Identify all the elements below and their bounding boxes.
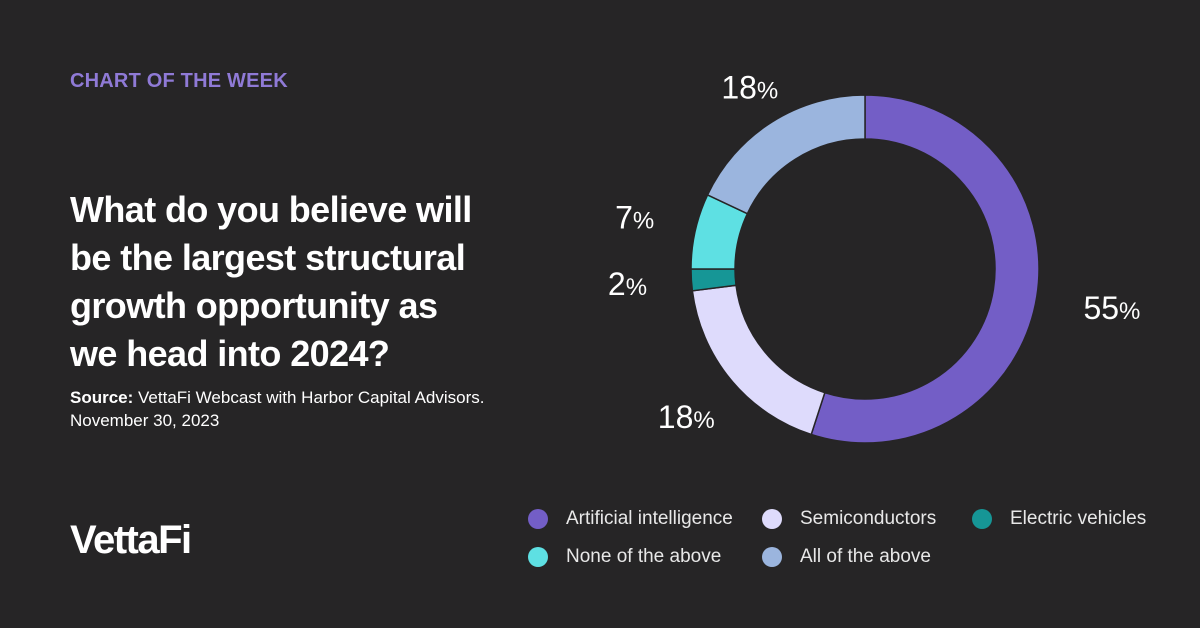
data-label-all-of-the-above: 18% (721, 69, 778, 105)
legend-swatch (528, 509, 548, 529)
legend-label: Semiconductors (800, 508, 937, 529)
legend-swatch (762, 509, 782, 529)
legend-label: Electric vehicles (1010, 508, 1147, 529)
legend-item-all-of-the-above: All of the above (762, 546, 931, 568)
source-note: Source: VettaFi Webcast with Harbor Capi… (70, 386, 490, 432)
chart-title: What do you believe will be the largest … (70, 189, 472, 374)
legend-swatch (528, 547, 548, 567)
chart-of-the-week-label: CHART OF THE WEEK (70, 70, 288, 92)
legend-label: All of the above (800, 546, 931, 567)
legend-swatch (762, 547, 782, 567)
legend-item-electric-vehicles: Electric vehicles (972, 508, 1146, 530)
legend-item-artificial-intelligence: Artificial intelligence (528, 508, 733, 530)
donut-chart: 55% 18% 2% 7% 18% (608, 69, 1140, 444)
data-label-none-of-the-above: 7% (615, 200, 654, 236)
legend-label: Artificial intelligence (566, 508, 733, 529)
data-label-artificial-intelligence: 55% (1083, 290, 1140, 326)
data-label-semiconductors: 18% (658, 399, 715, 435)
data-label-electric-vehicles: 2% (608, 266, 647, 302)
slice-all-of-the-above (706, 94, 866, 215)
source-text: VettaFi Webcast with Harbor Capital Advi… (70, 388, 485, 430)
legend-item-semiconductors: Semiconductors (762, 508, 936, 530)
legend-item-none-of-the-above: None of the above (528, 546, 721, 568)
source-label: Source: (70, 388, 134, 407)
legend-swatch (972, 509, 992, 529)
slice-artificial-intelligence (810, 94, 1040, 444)
legend-label: None of the above (566, 546, 722, 567)
vettafi-logo: VettaFi (70, 518, 192, 562)
